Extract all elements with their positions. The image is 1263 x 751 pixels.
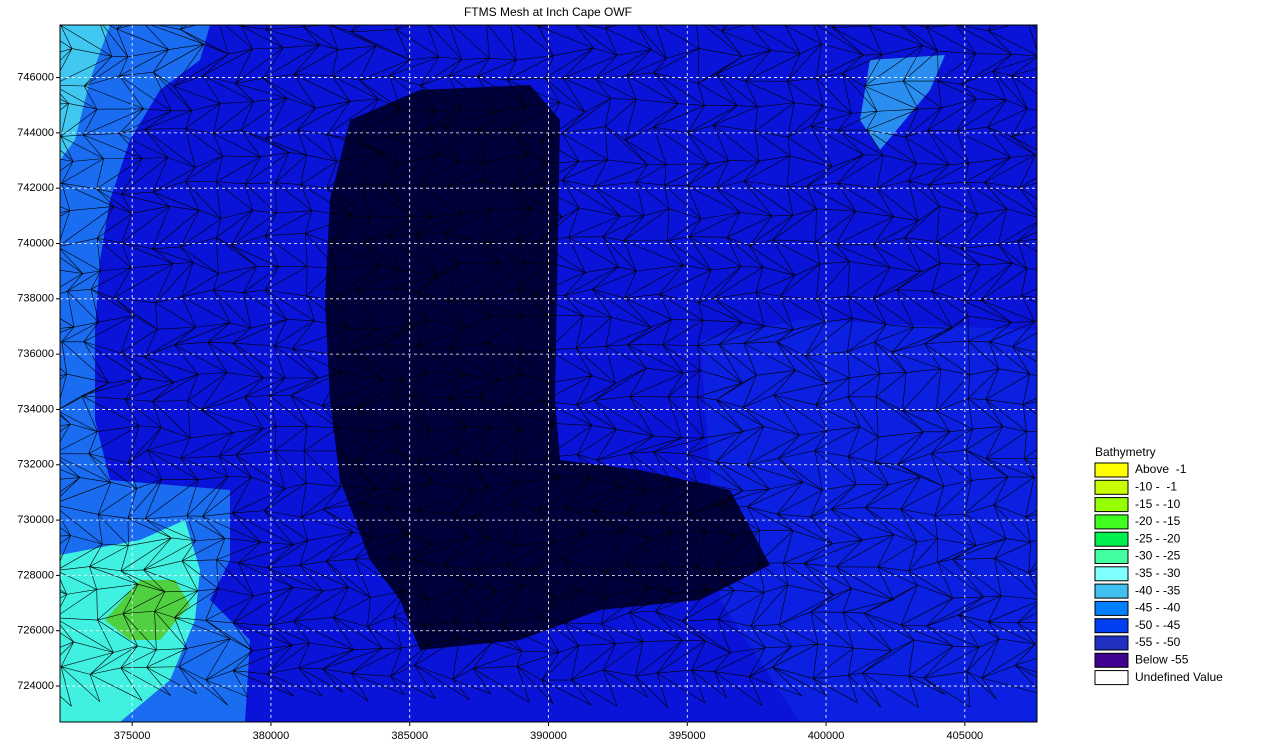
legend-label: -35 - -30 — [1135, 566, 1181, 580]
legend-swatch — [1095, 584, 1128, 598]
legend-swatch — [1095, 463, 1128, 477]
legend-label: -30 - -25 — [1135, 549, 1181, 563]
x-tick-label: 405000 — [946, 730, 983, 742]
legend-label: -25 - -20 — [1135, 531, 1181, 545]
legend-label: -10 - -1 — [1135, 479, 1177, 493]
legend-swatch — [1095, 480, 1128, 494]
legend-swatch — [1095, 653, 1128, 667]
legend-swatch — [1095, 550, 1128, 564]
x-tick-label: 395000 — [669, 730, 706, 742]
legend-label: Undefined Value — [1135, 670, 1223, 684]
legend-label: -15 - -10 — [1135, 497, 1181, 511]
legend-swatch — [1095, 636, 1128, 650]
legend-label: -20 - -15 — [1135, 514, 1181, 528]
legend-swatch — [1095, 515, 1128, 529]
legend-label: Above -1 — [1135, 462, 1187, 476]
y-tick-label: 730000 — [17, 514, 54, 526]
legend-swatch — [1095, 532, 1128, 546]
legend-swatch — [1095, 601, 1128, 615]
y-tick-label: 732000 — [17, 459, 54, 471]
y-tick-label: 736000 — [17, 348, 54, 360]
legend-label: Below -55 — [1135, 652, 1189, 666]
chart-title: FTMS Mesh at Inch Cape OWF — [464, 5, 632, 19]
y-tick-label: 744000 — [17, 127, 54, 139]
legend-swatch — [1095, 619, 1128, 633]
y-tick-label: 726000 — [17, 625, 54, 637]
chart: FTMS Mesh at Inch Cape OWF Bathymetry 37… — [0, 0, 1263, 746]
y-tick-label: 724000 — [17, 680, 54, 692]
x-tick-label: 380000 — [253, 730, 290, 742]
y-tick-label: 728000 — [17, 569, 54, 581]
legend-label: -45 - -40 — [1135, 601, 1181, 615]
y-tick-label: 738000 — [17, 293, 54, 305]
y-tick-label: 734000 — [17, 403, 54, 415]
legend-label: -50 - -45 — [1135, 618, 1181, 632]
legend-title: Bathymetry — [1095, 445, 1156, 459]
bathymetry-field — [27, 0, 1103, 722]
legend-label: -40 - -35 — [1135, 583, 1181, 597]
legend-swatch — [1095, 671, 1128, 685]
legend-swatch — [1095, 567, 1128, 581]
x-tick-label: 385000 — [391, 730, 428, 742]
legend-label: -55 - -50 — [1135, 635, 1181, 649]
y-tick-label: 746000 — [17, 71, 54, 83]
x-tick-label: 375000 — [114, 730, 151, 742]
y-tick-label: 740000 — [17, 237, 54, 249]
x-tick-label: 390000 — [530, 730, 567, 742]
y-tick-label: 742000 — [17, 182, 54, 194]
x-tick-label: 400000 — [808, 730, 845, 742]
legend-swatch — [1095, 498, 1128, 512]
